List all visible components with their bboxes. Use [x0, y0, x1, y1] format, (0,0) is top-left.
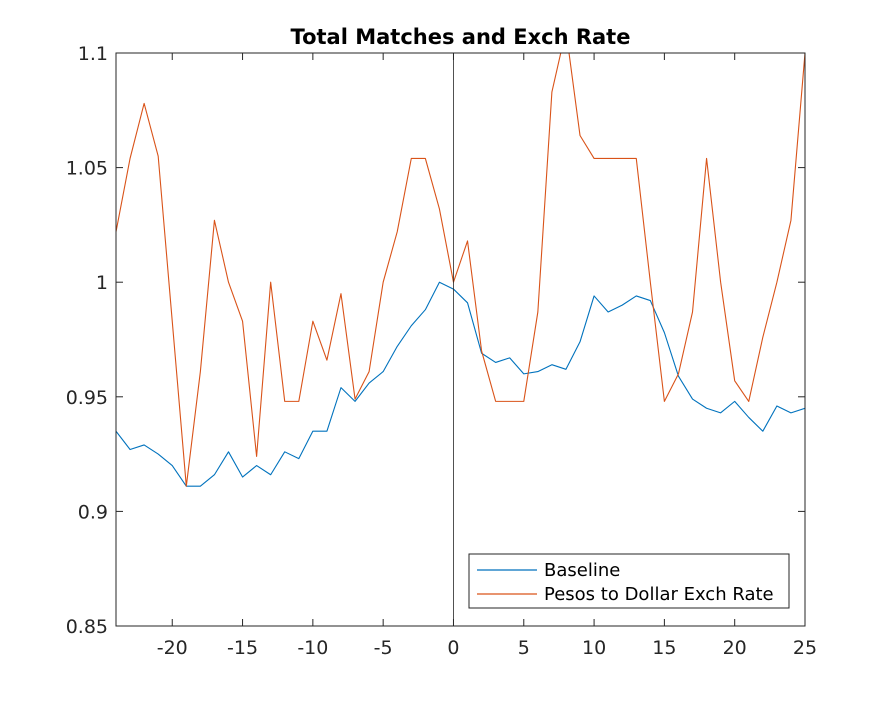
- legend-box: [468, 553, 790, 609]
- chart-title: Total Matches and Exch Rate: [291, 25, 631, 49]
- legend-label: Pesos to Dollar Exch Rate: [544, 584, 774, 605]
- x-tick-label: 15: [652, 637, 676, 659]
- x-tick-label: 5: [518, 637, 530, 659]
- series-line-baseline: [116, 281, 805, 487]
- x-tick-label: 20: [723, 637, 747, 659]
- x-tick-label: -20: [157, 637, 188, 659]
- y-tick-label: 0.9: [78, 501, 108, 523]
- series-layer: [116, 53, 805, 487]
- y-tick-label: 1.1: [78, 43, 108, 65]
- x-tick-label: 0: [447, 637, 459, 659]
- x-tick-label: -15: [227, 637, 258, 659]
- y-tick-label: 0.85: [66, 616, 108, 638]
- y-tick-label: 1.05: [66, 158, 108, 180]
- plot-frame: [115, 52, 806, 627]
- y-tick-label: 0.95: [66, 387, 108, 409]
- series-line-exch-rate: [116, 53, 805, 487]
- x-tick-label: 25: [793, 637, 817, 659]
- plot-area: [116, 53, 805, 626]
- axis-ticks: -20 -15 -10 -5 0 5 10 15 20 25 0.85 0.9 0.95 1 1.05 1.1: [66, 43, 817, 659]
- x-tick-label: -10: [297, 637, 328, 659]
- legend-label: Baseline: [544, 560, 620, 581]
- x-tick-label: -5: [374, 637, 393, 659]
- x-tick-label: 10: [582, 637, 606, 659]
- y-tick-label: 1: [96, 272, 108, 294]
- legend: Baseline Pesos to Dollar Exch Rate: [468, 553, 790, 609]
